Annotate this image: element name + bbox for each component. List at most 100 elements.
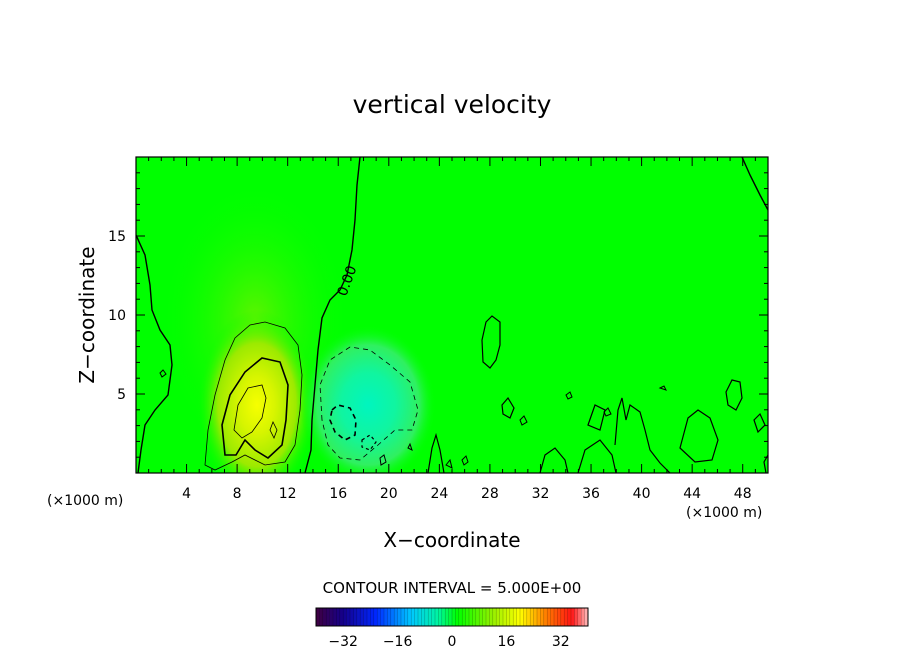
colorbar-band: [333, 608, 337, 626]
contour-blob-47: [725, 379, 743, 411]
colorbar-band: [350, 608, 354, 626]
contour-blob-28: [481, 315, 501, 369]
colorbar-band: [448, 608, 453, 626]
colorbar-band: [577, 608, 582, 626]
colorbar-band: [560, 608, 565, 626]
colorbar-band: [377, 608, 381, 626]
colorbar-band: [496, 608, 500, 626]
plot-area: 0.00: [135, 156, 769, 474]
colorbar-tick-label: −16: [383, 634, 413, 650]
colorbar-band: [554, 608, 558, 626]
colorbar-band: [452, 608, 456, 626]
colorbar-band: [472, 608, 477, 626]
updraft-contour-mid: [221, 357, 289, 460]
colorbar-band: [316, 608, 320, 626]
colorbar-band: [411, 608, 415, 626]
colorbar-band: [370, 608, 375, 626]
colorbar-band: [571, 608, 575, 626]
zero-contour-top-right: [741, 157, 768, 211]
colorbar-band: [353, 608, 358, 626]
colorbar-band: [319, 608, 324, 626]
colorbar-band: [520, 608, 524, 626]
x-tick-label: 48: [734, 486, 752, 502]
colorbar-band: [574, 608, 579, 626]
colorbar-band: [414, 608, 419, 626]
contour-interval-label: CONTOUR INTERVAL = 5.000E+00: [323, 579, 582, 597]
updraft-contour-inner: [233, 384, 267, 439]
x-tick-label: 4: [182, 486, 191, 502]
contour-bottom-right: [427, 397, 768, 473]
colorbar-band: [550, 608, 555, 626]
colorbar-labels: −32 −16 0 16 32: [328, 634, 569, 650]
colorbar-band: [322, 608, 327, 626]
colorbar-band: [339, 608, 344, 626]
colorbar-band: [506, 608, 511, 626]
colorbar-band: [543, 608, 548, 626]
colorbar-band: [343, 608, 347, 626]
colorbar-band: [431, 608, 436, 626]
x-tick-label: 36: [582, 486, 600, 502]
chart-title: vertical velocity: [353, 90, 552, 119]
colorbar-band: [499, 608, 504, 626]
x-tick-label: 16: [329, 486, 347, 502]
colorbar-band: [523, 608, 528, 626]
colorbar-band: [475, 608, 480, 626]
contour-blob-29: [501, 396, 515, 419]
colorbar-band: [421, 608, 426, 626]
colorbar-tick-label: 32: [552, 634, 570, 650]
colorbar-band: [465, 608, 470, 626]
colorbar-band: [404, 608, 409, 626]
colorbar-band: [469, 608, 473, 626]
colorbar-band: [390, 608, 395, 626]
downdraft-contour-small: [361, 434, 377, 451]
colorbar-band: [373, 608, 378, 626]
x-tick-label: 8: [233, 486, 242, 502]
colorbar-band: [503, 608, 507, 626]
zero-contour-main: [304, 157, 361, 473]
colorbar-band: [336, 608, 341, 626]
z-unit-label: (×1000 m): [47, 493, 123, 509]
colorbar-band: [530, 608, 534, 626]
zero-contour-left: [136, 234, 173, 473]
downdraft-shading: [300, 325, 436, 473]
x-tick-label: 12: [279, 486, 297, 502]
colorbar-band: [540, 608, 545, 626]
downdraft-contour-outer: [319, 346, 419, 461]
updraft-contour-outer: [204, 321, 303, 471]
colorbar-tick-label: 16: [497, 634, 515, 650]
colorbar-band: [380, 608, 385, 626]
x-tick-label: 44: [683, 486, 701, 502]
contour-lines: [136, 157, 768, 473]
colorbar-band: [482, 608, 487, 626]
colorbar-band: [513, 608, 517, 626]
x-tick-label: 20: [380, 486, 398, 502]
colorbar-band: [458, 608, 463, 626]
colorbar-band: [418, 608, 422, 626]
colorbar-band: [401, 608, 405, 626]
colorbar-band: [326, 608, 330, 626]
colorbar-band: [492, 608, 497, 626]
colorbar-band: [329, 608, 334, 626]
downdraft-contour-inner: [329, 404, 357, 441]
colorbar-band: [424, 608, 429, 626]
x-tick-label: 24: [430, 486, 448, 502]
colorbar-band: [367, 608, 371, 626]
colorbar-band: [516, 608, 521, 626]
colorbar-band: [479, 608, 483, 626]
colorbar-band: [581, 608, 585, 626]
y-tick-label: 5: [117, 387, 126, 403]
colorbar-band: [557, 608, 562, 626]
colorbar-band: [564, 608, 568, 626]
colorbar-band: [489, 608, 494, 626]
colorbar-bands: [315, 608, 589, 626]
colorbar-band: [526, 608, 531, 626]
x-tick-label: 28: [481, 486, 499, 502]
contour-small-dots: [159, 369, 667, 469]
colorbar-band: [360, 608, 364, 626]
colorbar-band: [533, 608, 538, 626]
colorbar-band: [356, 608, 361, 626]
colorbar-band: [445, 608, 449, 626]
tick-marks: [136, 157, 768, 473]
y-axis-label: Z−coordinate: [75, 246, 99, 383]
